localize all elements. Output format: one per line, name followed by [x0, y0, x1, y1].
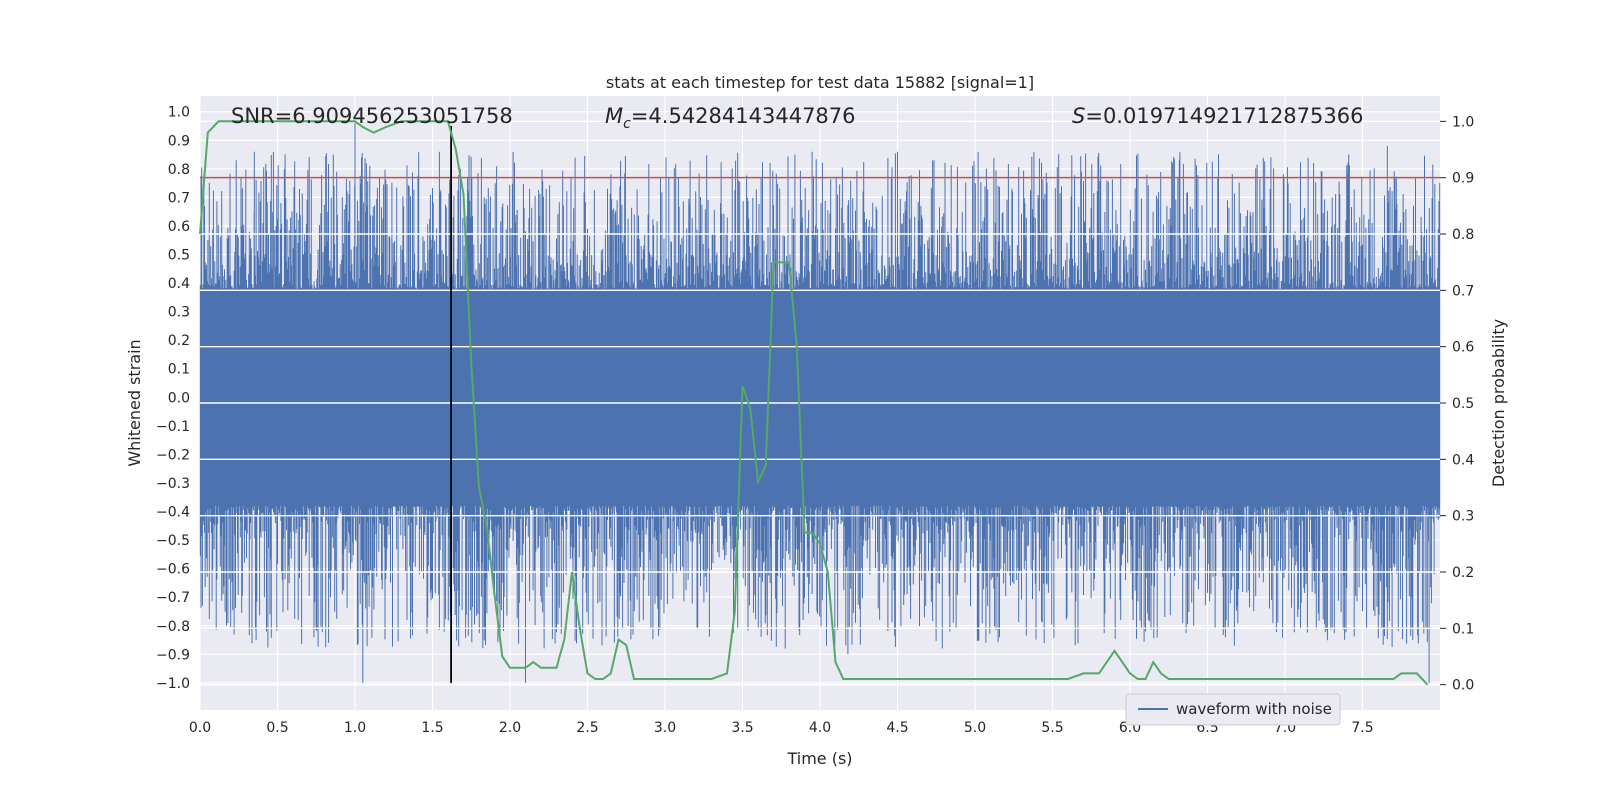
s-annotation: S=0.019714921712875366 — [1072, 104, 1363, 128]
legend-box — [1125, 693, 1341, 726]
y2-axis-label: Detection probability — [1489, 319, 1508, 487]
x-tick-label: 3.0 — [654, 720, 676, 736]
x-tick-label: 2.0 — [499, 720, 521, 736]
s-symbol: S — [1072, 104, 1085, 128]
s-value: =0.019714921712875366 — [1085, 104, 1363, 128]
y2-tick-label: 0.3 — [1452, 509, 1474, 525]
probability-series-line — [199, 120, 1429, 686]
x-axis-label: Time (s) — [786, 749, 852, 768]
y-tick-label: −0.8 — [156, 619, 190, 635]
x-tick-label: 7.5 — [1351, 720, 1373, 736]
y-axis-ticks: 1.0 0.9 0.8 0.7 0.6 0.5 0.4 0.3 0.2 0.1 0.0 −0.1 −0.… — [156, 105, 190, 692]
x-tick-label: 0.5 — [266, 720, 288, 736]
waveform-series — [199, 123, 1441, 683]
y-tick-label: 0.7 — [168, 190, 190, 206]
x-tick-label: 0.0 — [189, 720, 211, 736]
y-tick-label: 1.0 — [168, 105, 190, 121]
waveform-spikes — [199, 123, 1441, 683]
y-tick-label: −0.1 — [156, 419, 190, 435]
y-tick-label: −0.3 — [156, 476, 190, 492]
y-tick-label: −0.6 — [156, 562, 190, 578]
y2-tick-label: 0.1 — [1452, 621, 1474, 637]
chart-title: stats at each timestep for test data 158… — [606, 73, 1034, 92]
y-tick-label: 0.5 — [168, 247, 190, 263]
chirp-mass-subscript: c — [623, 116, 631, 132]
y2-tick-label: 0.0 — [1452, 678, 1474, 694]
chirp-mass-value: =4.54284143447876 — [631, 104, 856, 128]
y2-tick-label: 1.0 — [1452, 114, 1474, 130]
y2-tick-label: 0.6 — [1452, 340, 1474, 356]
y-tick-label: −0.5 — [156, 533, 190, 549]
y-tick-label: −1.0 — [156, 676, 190, 692]
y-tick-label: 0.0 — [168, 390, 190, 406]
legend: waveform with noise — [1125, 693, 1341, 726]
y2-tick-label: 0.7 — [1452, 283, 1474, 299]
x-tick-label: 1.0 — [344, 720, 366, 736]
chirp-mass-annotation: Mc=4.54284143447876 — [605, 104, 856, 132]
y-tick-label: −0.4 — [156, 505, 190, 521]
y-tick-label: −0.7 — [156, 590, 190, 606]
y2-axis-ticks: 1.0 0.9 0.8 0.7 0.6 0.5 0.4 0.3 0.2 0.1 0.0 — [1440, 114, 1474, 694]
x-tick-label: 4.5 — [886, 720, 908, 736]
x-tick-label: 1.5 — [421, 720, 443, 736]
legend-label-waveform: waveform with noise — [1176, 700, 1332, 718]
y2-tick-label: 0.2 — [1452, 565, 1474, 581]
y-tick-label: 0.3 — [168, 305, 190, 321]
y2-tick-label: 0.8 — [1452, 227, 1474, 243]
y-axis-label: Whitened strain — [125, 339, 144, 466]
y-tick-label: 0.9 — [168, 133, 190, 149]
y-tick-label: −0.2 — [156, 447, 190, 463]
y-tick-label: 0.6 — [168, 219, 190, 235]
y2-tick-label: 0.5 — [1452, 396, 1474, 412]
y-tick-label: 0.2 — [168, 333, 190, 349]
chirp-mass-symbol: M — [605, 104, 623, 128]
x-tick-label: 3.5 — [731, 720, 753, 736]
y-tick-label: −0.9 — [156, 647, 190, 663]
y-tick-label: 0.1 — [168, 362, 190, 378]
snr-annotation: SNR=6.909456253051758 — [231, 104, 513, 128]
y-tick-label: 0.8 — [168, 162, 190, 178]
x-tick-label: 5.0 — [964, 720, 986, 736]
x-tick-label: 5.5 — [1041, 720, 1063, 736]
x-tick-label: 2.5 — [576, 720, 598, 736]
waveform-spike-path — [199, 123, 1441, 683]
y2-tick-label: 0.4 — [1452, 452, 1474, 468]
x-tick-label: 4.0 — [809, 720, 831, 736]
y2-tick-label: 0.9 — [1452, 171, 1474, 187]
y-tick-label: 0.4 — [168, 276, 190, 292]
